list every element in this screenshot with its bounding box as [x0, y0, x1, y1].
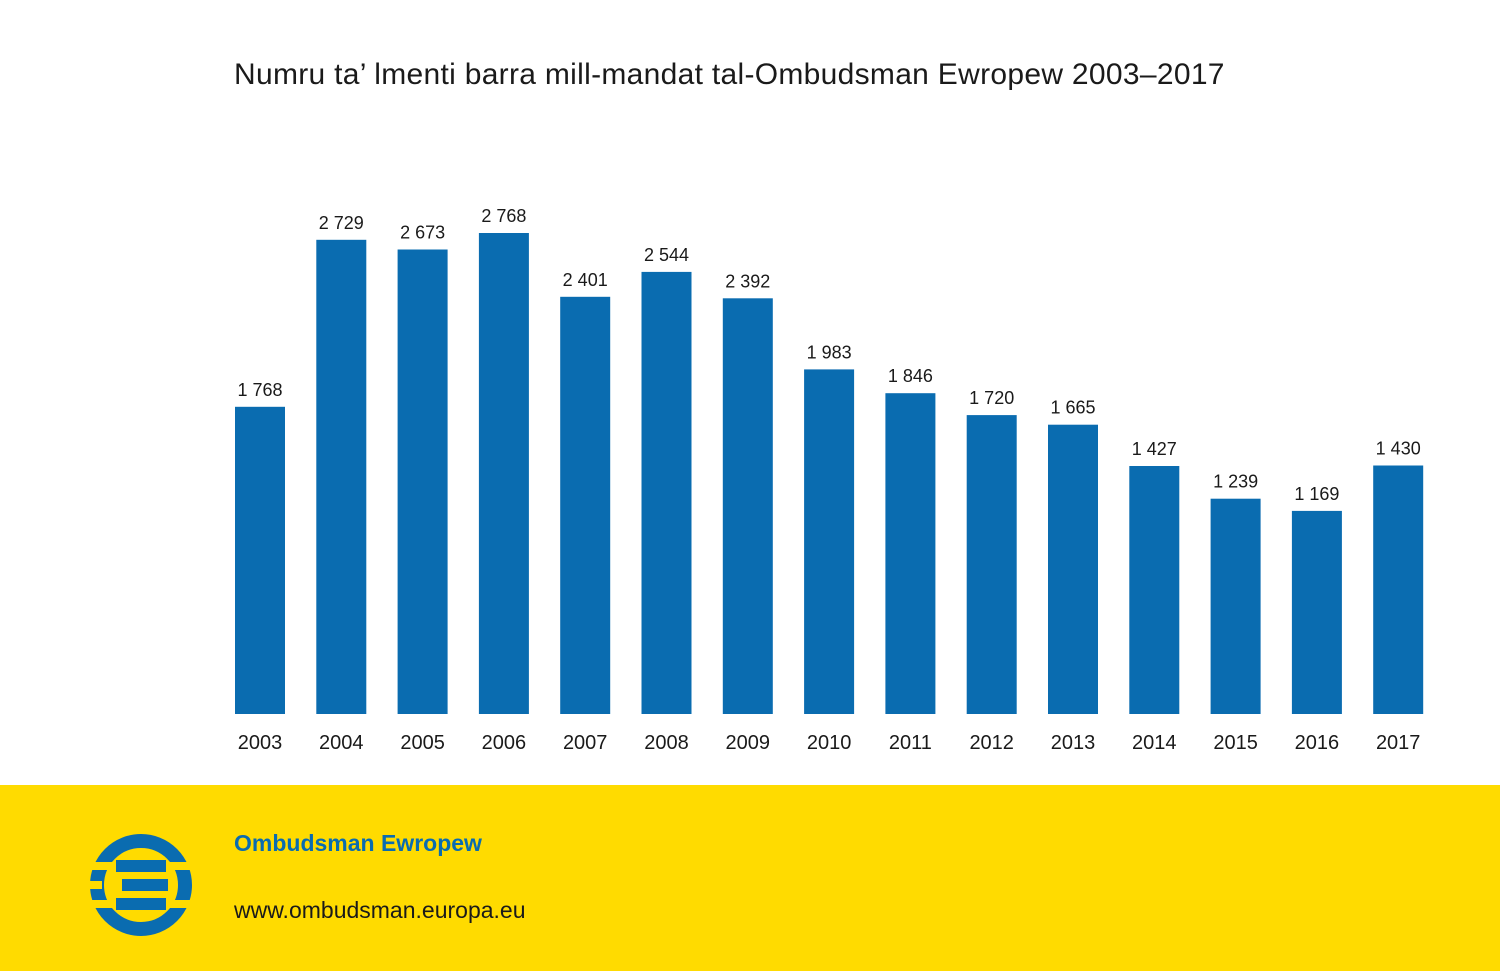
x-tick-label-2016: 2016 — [1295, 732, 1340, 754]
bar-2012 — [966, 415, 1017, 714]
data-label-2006: 2 768 — [481, 206, 526, 226]
x-tick-label-2011: 2011 — [889, 732, 932, 754]
bar-2004 — [316, 239, 367, 715]
data-label-2003: 1 768 — [237, 380, 282, 400]
bar-2013 — [1048, 424, 1098, 714]
x-tick-label-2017: 2017 — [1376, 732, 1421, 754]
x-tick-label-2013: 2013 — [1051, 732, 1096, 754]
bar-2006 — [478, 233, 529, 714]
data-label-2008: 2 544 — [644, 245, 689, 265]
x-tick-label-2010: 2010 — [807, 732, 852, 754]
x-tick-label-2005: 2005 — [400, 732, 445, 754]
x-tick-label-2003: 2003 — [238, 732, 283, 754]
chart-title: Numru ta’ lmenti barra mill-mandat tal-O… — [234, 58, 1225, 91]
bar-2011 — [885, 393, 936, 714]
x-tick-label-2009: 2009 — [726, 732, 771, 754]
data-label-2013: 1 665 — [1050, 398, 1095, 418]
data-label-2014: 1 427 — [1132, 439, 1177, 459]
data-label-2004: 2 729 — [319, 213, 364, 233]
x-tick-label-2014: 2014 — [1132, 732, 1177, 754]
data-label-2009: 2 392 — [725, 271, 770, 291]
x-tick-label-2012: 2012 — [969, 732, 1014, 754]
bar-2017 — [1373, 465, 1424, 714]
european-ombudsman-logo-icon — [88, 834, 194, 936]
data-label-2012: 1 720 — [969, 388, 1014, 408]
bar-2007 — [560, 296, 611, 714]
data-label-2015: 1 239 — [1213, 472, 1258, 492]
bar-2009 — [722, 298, 773, 714]
bar-2015 — [1210, 498, 1261, 714]
data-label-2016: 1 169 — [1294, 484, 1339, 504]
bar-2014 — [1129, 466, 1180, 714]
data-label-2010: 1 983 — [807, 342, 852, 362]
bar-2005 — [397, 249, 448, 714]
data-label-2017: 1 430 — [1376, 439, 1421, 459]
data-label-2007: 2 401 — [563, 270, 608, 290]
bar-2010 — [804, 369, 855, 714]
x-tick-label-2015: 2015 — [1213, 732, 1258, 754]
footer-band — [0, 785, 1500, 971]
x-tick-label-2007: 2007 — [563, 732, 608, 754]
footer-url: www.ombudsman.europa.eu — [234, 897, 526, 923]
footer-org-name: Ombudsman Ewropew — [234, 830, 482, 856]
data-label-2011: 1 846 — [888, 366, 933, 386]
bar-chart: 1 768 2003 2 729 2004 2 673 2005 2 768 2006 2 40… — [235, 206, 1424, 754]
bar-2008 — [641, 271, 692, 714]
x-tick-label-2008: 2008 — [644, 732, 689, 754]
bar-2003 — [235, 406, 285, 714]
data-label-2005: 2 673 — [400, 223, 445, 243]
x-tick-label-2006: 2006 — [482, 732, 527, 754]
x-tick-label-2004: 2004 — [319, 732, 364, 754]
bar-2016 — [1291, 510, 1342, 714]
